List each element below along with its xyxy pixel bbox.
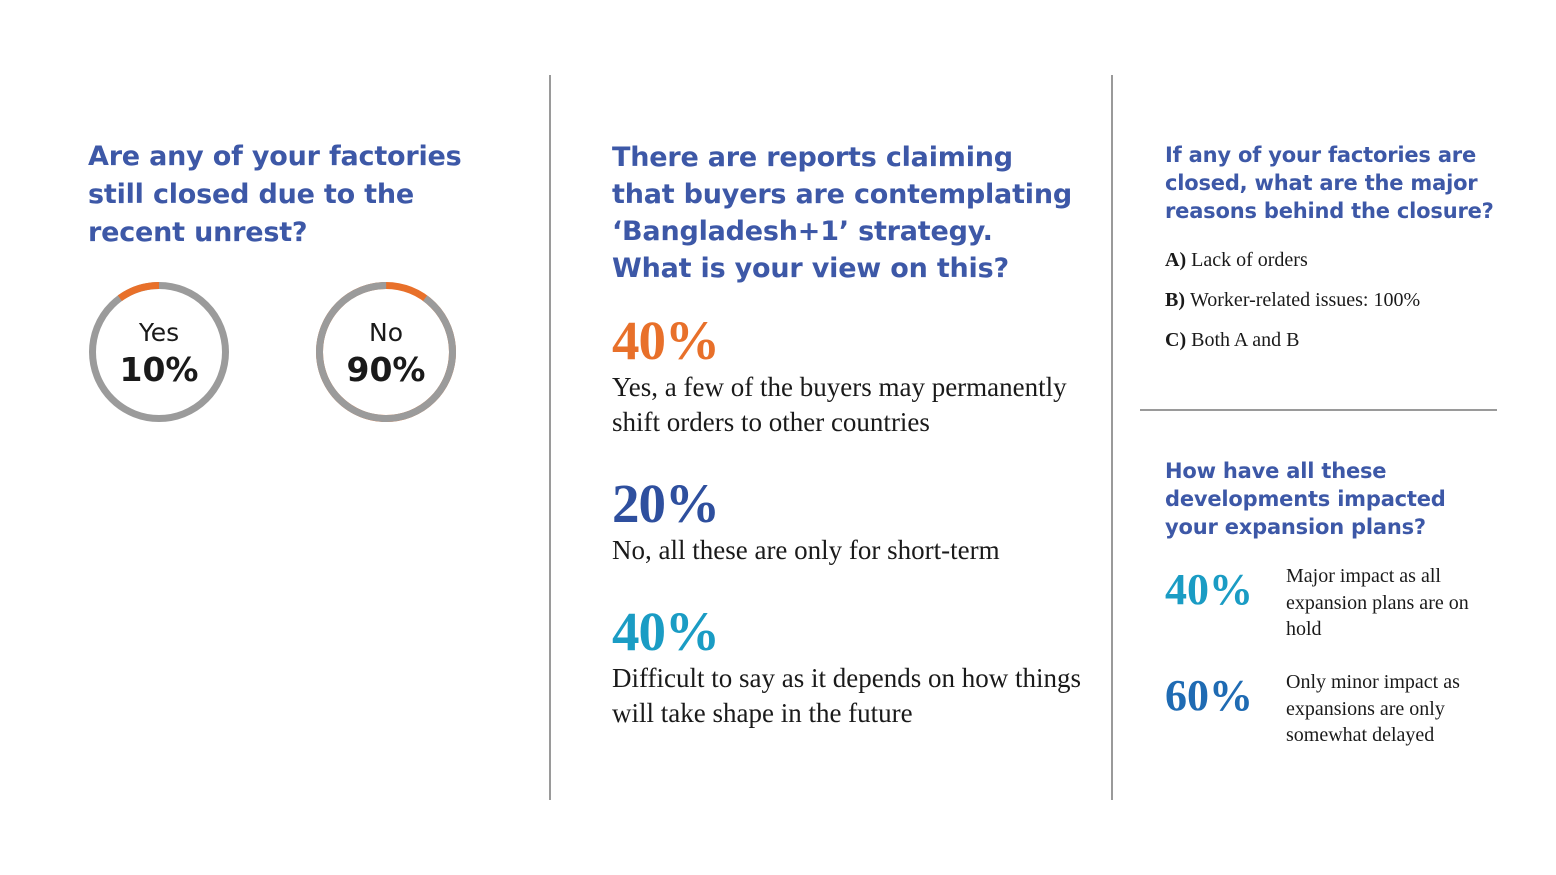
stat-short-term: 20% No, all these are only for short-ter…	[612, 475, 1082, 568]
closure-reason-list: A) Lack of orders B) Worker-related issues…	[1165, 246, 1495, 366]
question-bangladesh-plus-one: There are reports claiming that buyers a…	[612, 142, 1072, 284]
option-a: A) Lack of orders	[1165, 246, 1495, 274]
column-divider-right	[1111, 75, 1113, 800]
question-factories-closed: Are any of your factories still closed d…	[88, 141, 462, 248]
option-letter: B)	[1165, 289, 1185, 311]
donut-yes: Yes 10%	[87, 280, 231, 424]
donut-yes-value: 10%	[119, 350, 199, 389]
option-text: Lack of orders	[1191, 249, 1308, 271]
question-closure-reasons: If any of your factories are closed, wha…	[1165, 143, 1494, 223]
stat-description: Difficult to say as it depends on how th…	[612, 663, 1081, 728]
impact-major: 40% Major impact as all expansion plans …	[1165, 563, 1495, 643]
option-c: C) Both A and B	[1165, 326, 1495, 354]
donut-no-ring	[316, 282, 456, 422]
stat-description: No, all these are only for short-term	[612, 535, 1000, 565]
section-divider	[1140, 409, 1497, 411]
stat-difficult-to-say: 40% Difficult to say as it depends on ho…	[612, 603, 1082, 731]
stat-percent: 20%	[612, 473, 720, 534]
column-divider-left	[549, 75, 551, 800]
stat-permanent-shift: 40% Yes, a few of the buyers may permane…	[612, 312, 1082, 440]
option-text: Worker-related issues: 100%	[1190, 289, 1421, 311]
impact-minor: 60% Only minor impact as expansions are …	[1165, 669, 1495, 749]
donut-yes-category: Yes	[138, 318, 180, 347]
option-b: B) Worker-related issues: 100%	[1165, 286, 1495, 314]
option-letter: A)	[1165, 249, 1187, 271]
stat-percent: 40%	[612, 601, 720, 662]
donut-yes-ring	[88, 282, 229, 422]
donut-no: No 90%	[314, 280, 458, 424]
stat-description: Yes, a few of the buyers may permanently…	[612, 372, 1067, 437]
impact-percent: 40%	[1165, 565, 1253, 614]
option-letter: C)	[1165, 329, 1187, 351]
donut-no-category: No	[369, 318, 403, 347]
impact-description: Major impact as all expansion plans are …	[1286, 565, 1469, 640]
question-expansion-impact: How have all these developments impacted…	[1165, 459, 1446, 539]
option-text: Both A and B	[1191, 329, 1300, 351]
stat-percent: 40%	[612, 310, 720, 371]
impact-description: Only minor impact as expansions are only…	[1286, 671, 1460, 746]
impact-percent: 60%	[1165, 671, 1253, 720]
donut-no-value: 90%	[346, 350, 426, 389]
